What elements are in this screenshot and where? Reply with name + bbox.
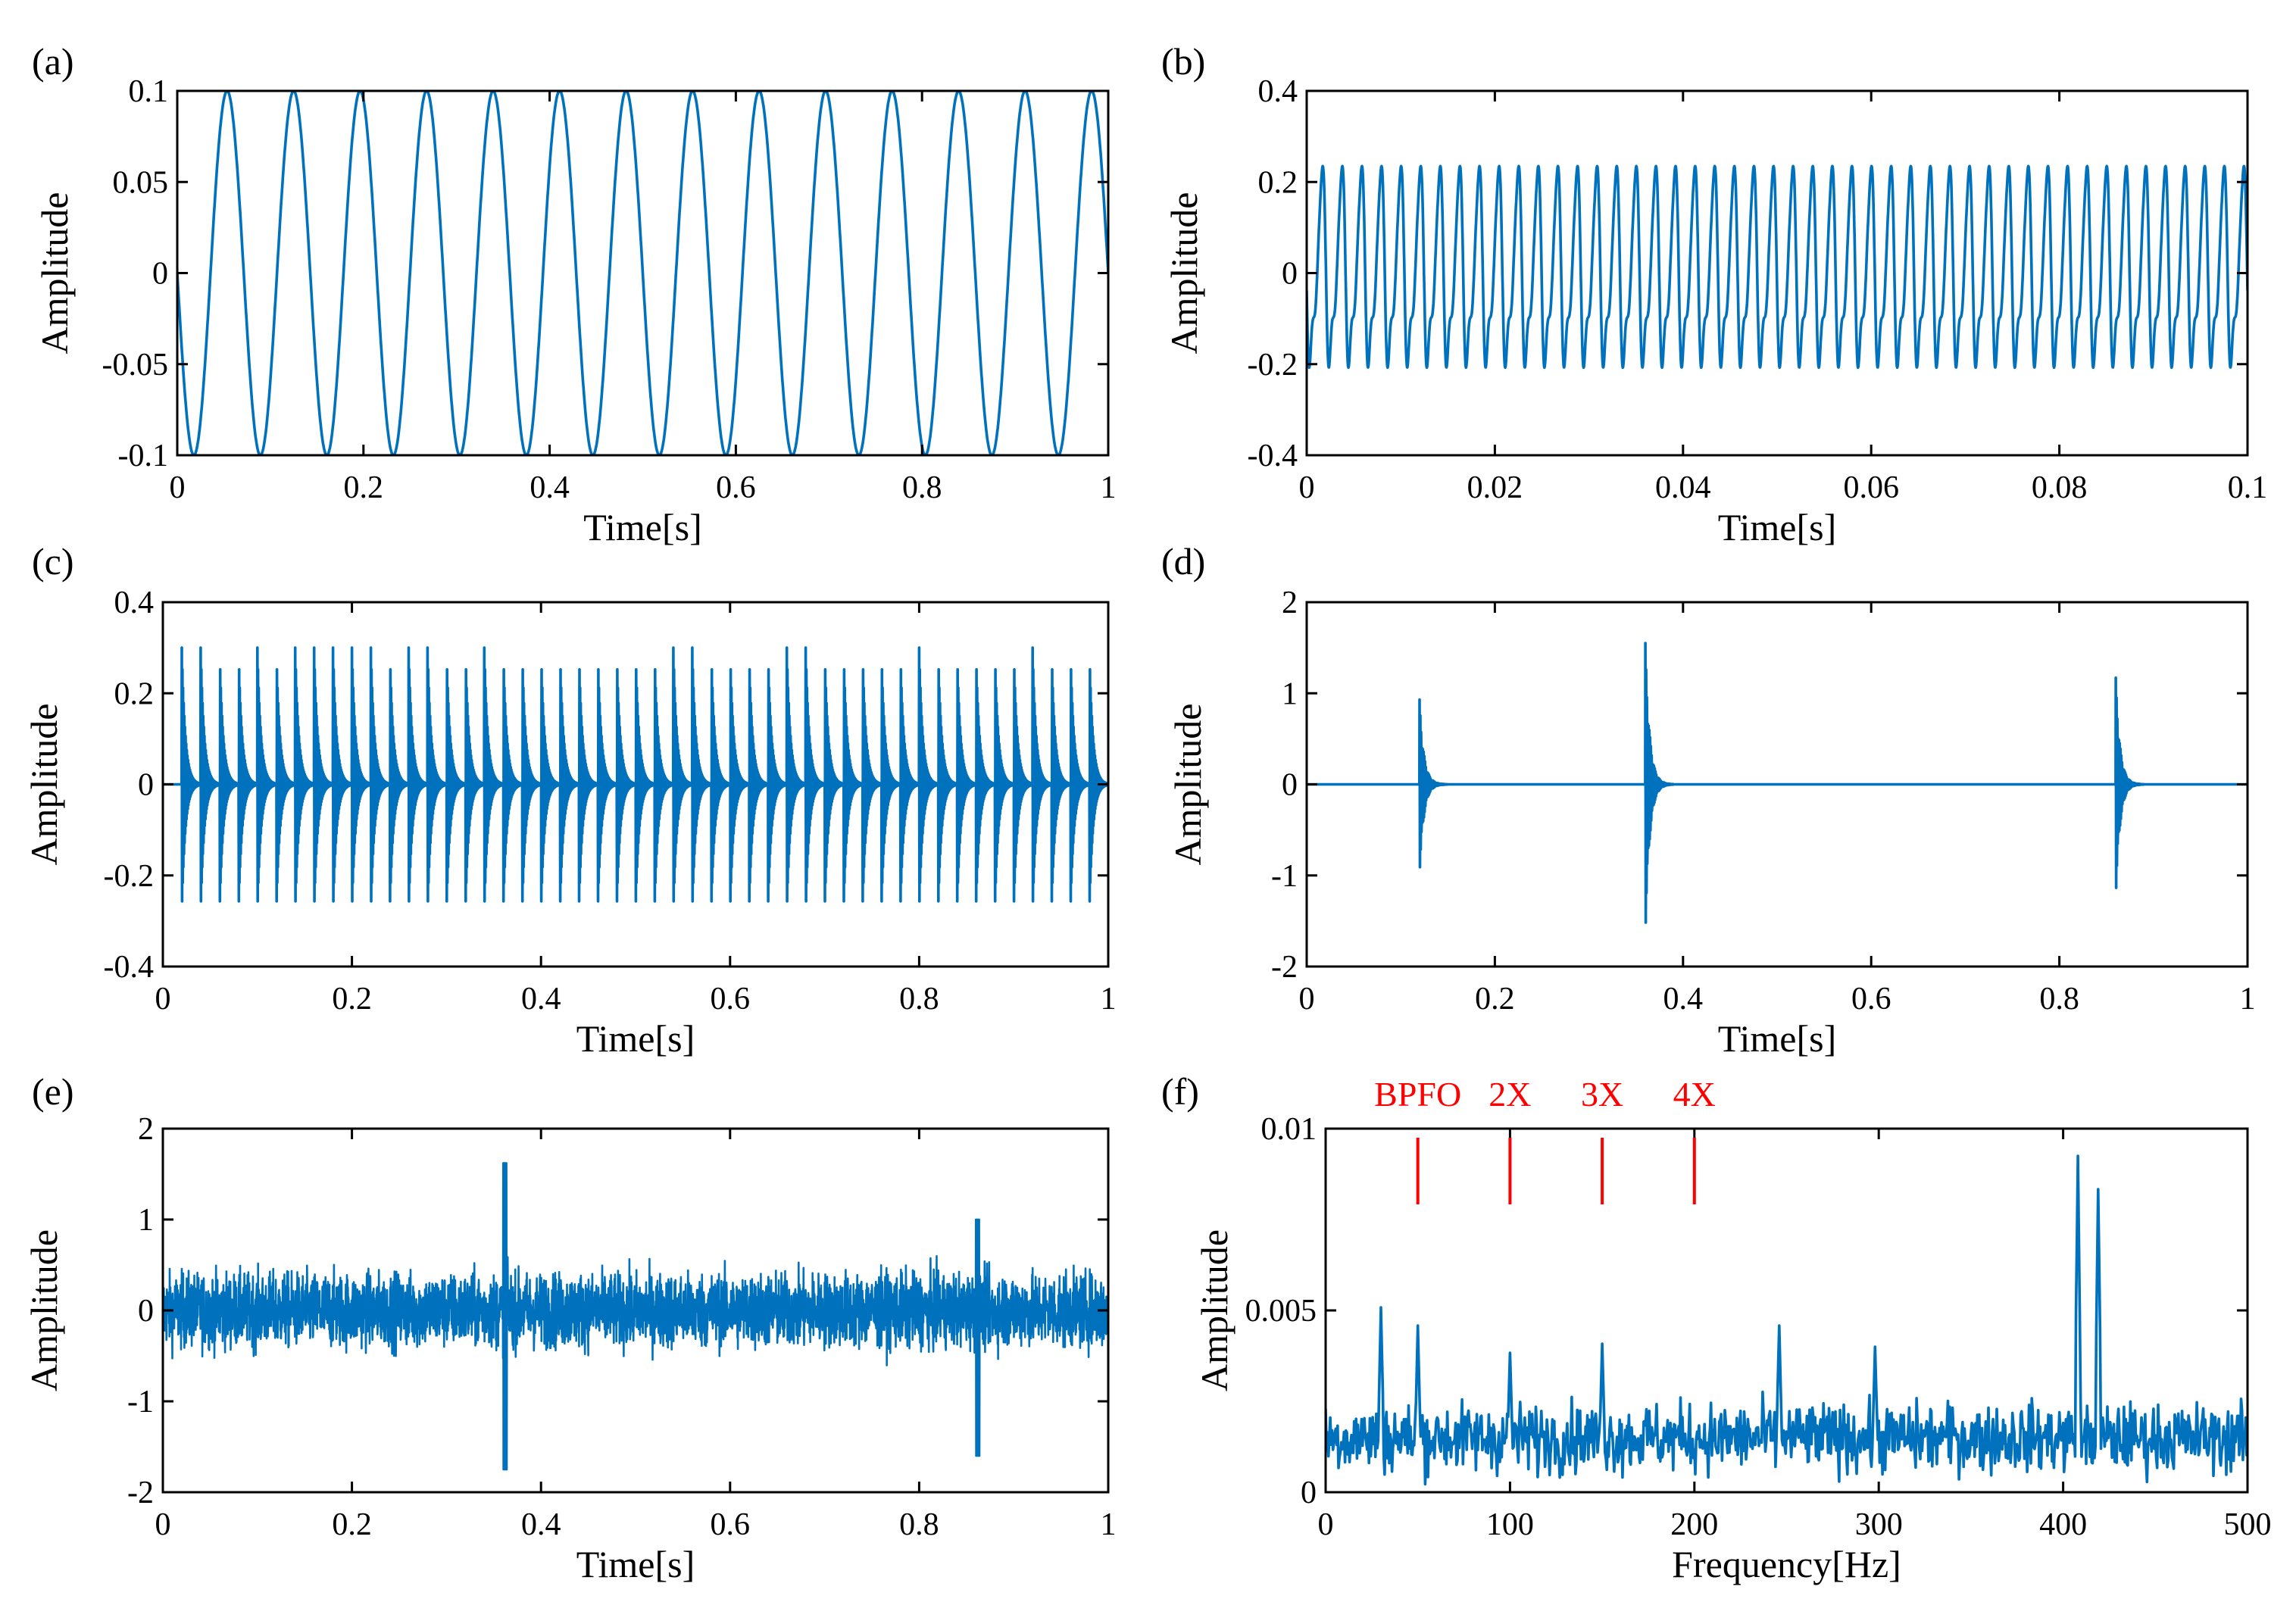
x-tick-label: 0 [170, 470, 186, 505]
x-tick-label: 0.8 [899, 982, 939, 1017]
y-tick-label: 0 [1282, 768, 1298, 803]
x-tick-label: 0.6 [716, 470, 756, 505]
series-line [163, 1162, 1108, 1471]
y-tick-label: 2 [138, 1112, 154, 1147]
y-tick-label: -2 [127, 1476, 154, 1510]
y-tick-label: -0.4 [104, 950, 155, 985]
y-tick-label: 1 [1282, 676, 1298, 711]
y-tick-label: 1 [138, 1203, 154, 1238]
x-tick-label: 0.2 [1475, 982, 1515, 1017]
y-tick-label: 0.2 [1258, 165, 1298, 200]
x-tick-label: 0.2 [332, 1507, 372, 1542]
panel-d: (d) 0 0.2 0.4 0.6 0.8 1 -2 -1 0 1 2 Time[s] Amplitude [1161, 540, 2256, 1060]
x-tick-label: 0.4 [521, 1507, 561, 1542]
y-tick-label: -0.1 [118, 439, 169, 473]
panel-f: (f) 0 100 200 300 400 500 0 0.005 0.01 Frequency[H… [1161, 1070, 2272, 1585]
x-tick-label: 0 [155, 982, 171, 1017]
y-tick-label: 0 [138, 1294, 154, 1329]
series-line [177, 91, 1108, 455]
x-tick-label: 0 [1299, 982, 1315, 1017]
y-tick-label: 0.4 [1258, 74, 1298, 109]
x-tick-label: 0.02 [1467, 470, 1523, 505]
series-line [1307, 164, 2248, 370]
x-tick-label: 0.2 [344, 470, 384, 505]
harmonic-marker-label: 4X [1673, 1075, 1716, 1113]
x-tick-label: 0.4 [1663, 982, 1704, 1017]
x-tick-label: 500 [2224, 1507, 2272, 1542]
y-tick-label: 0 [1301, 1476, 1317, 1510]
harmonic-marker-label: 2X [1488, 1075, 1531, 1113]
x-tick-label: 0.8 [902, 470, 942, 505]
x-tick-label: 0.8 [2039, 982, 2079, 1017]
x-tick-label: 1 [1101, 1507, 1117, 1542]
x-tick-label: 0.08 [2032, 470, 2088, 505]
x-axis-label: Frequency[Hz] [1672, 1543, 1901, 1585]
series-line [163, 646, 1108, 903]
x-tick-label: 1 [2240, 982, 2256, 1017]
y-tick-label: 0.05 [113, 165, 169, 200]
x-tick-label: 400 [2039, 1507, 2087, 1542]
panel-label: (c) [32, 540, 74, 582]
x-axis-label: Time[s] [1718, 1017, 1837, 1060]
harmonic-marker-label: 3X [1581, 1075, 1623, 1113]
x-tick-label: 0.06 [1843, 470, 1899, 505]
y-axis-label: Amplitude [1167, 704, 1209, 866]
x-tick-label: 1 [1101, 470, 1117, 505]
harmonic-marker-label: BPFO [1374, 1075, 1461, 1113]
x-tick-label: 0.6 [711, 982, 751, 1017]
y-axis-label: Amplitude [1193, 1229, 1235, 1391]
x-tick-label: 0 [1299, 470, 1315, 505]
panel-a: (a) 0 0.2 0.4 0.6 0.8 1 -0.1 -0.05 0 0.05 0.1 Time[s… [32, 40, 1117, 548]
x-tick-label: 0.4 [529, 470, 570, 505]
x-tick-label: 0.6 [711, 1507, 751, 1542]
series-line [1326, 1154, 2248, 1486]
x-tick-label: 0 [155, 1507, 171, 1542]
y-tick-label: 0.2 [114, 676, 155, 711]
y-tick-label: 2 [1282, 586, 1298, 620]
panel-b: (b) 0 0.02 0.04 0.06 0.08 0.1 -0.4 -0.2 0 0.2 0.4 Ti… [1161, 40, 2267, 548]
x-axis-label: Time[s] [576, 1543, 695, 1585]
y-tick-label: 0.005 [1245, 1294, 1317, 1329]
y-tick-label: 0.4 [114, 586, 155, 620]
y-axis-label: Amplitude [23, 1229, 65, 1391]
x-tick-label: 0.1 [2228, 470, 2268, 505]
x-axis-label: Time[s] [1718, 506, 1837, 548]
y-tick-label: -0.4 [1248, 439, 1298, 473]
panel-label: (b) [1161, 40, 1205, 83]
x-tick-label: 300 [1855, 1507, 1903, 1542]
y-axis-label: Amplitude [33, 192, 76, 354]
y-tick-label: 0.01 [1261, 1112, 1317, 1147]
y-axis-label: Amplitude [1163, 192, 1205, 354]
x-tick-label: 0.8 [899, 1507, 939, 1542]
panel-label: (e) [32, 1070, 74, 1113]
y-tick-label: -2 [1271, 950, 1298, 985]
x-tick-label: 200 [1670, 1507, 1718, 1542]
panel-label: (f) [1161, 1070, 1199, 1113]
panel-c: (c) 0 0.2 0.4 0.6 0.8 1 -0.4 -0.2 0 0.2 0.4 Time[s] A… [23, 540, 1117, 1060]
y-tick-label: -0.2 [1248, 348, 1298, 383]
y-tick-label: -1 [1271, 859, 1298, 894]
panel-label: (a) [32, 40, 74, 83]
x-axis-label: Time[s] [583, 506, 702, 548]
y-tick-label: -1 [127, 1385, 154, 1419]
y-axis-label: Amplitude [23, 704, 65, 866]
x-tick-label: 0.6 [1851, 982, 1891, 1017]
y-tick-label: -0.2 [104, 859, 155, 894]
y-tick-label: -0.05 [102, 348, 169, 383]
x-tick-label: 0.04 [1655, 470, 1711, 505]
x-tick-label: 0 [1318, 1507, 1334, 1542]
y-tick-label: 0.1 [129, 74, 169, 109]
y-tick-label: 0 [152, 257, 168, 292]
x-tick-label: 0.4 [521, 982, 561, 1017]
y-tick-label: 0 [138, 768, 154, 803]
x-tick-label: 100 [1486, 1507, 1534, 1542]
panel-e: (e) 0 0.2 0.4 0.6 0.8 1 -2 -1 0 1 2 Time[s] Amplitude [23, 1070, 1117, 1585]
series-line [1307, 642, 2248, 924]
x-tick-label: 0.2 [332, 982, 372, 1017]
y-tick-label: 0 [1282, 257, 1298, 292]
x-axis-label: Time[s] [576, 1017, 695, 1060]
x-tick-label: 1 [1101, 982, 1117, 1017]
panel-label: (d) [1161, 540, 1205, 582]
